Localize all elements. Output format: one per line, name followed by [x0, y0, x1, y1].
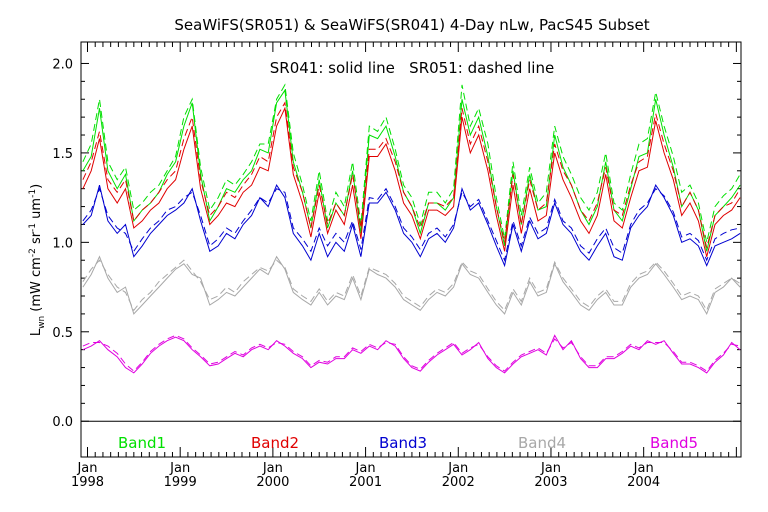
y-axis-label-sup3: -1 — [28, 189, 38, 198]
y-axis-label-rest: (mW cm — [29, 257, 44, 316]
svg-text:Lwn (mW cm-2 sr-1 um-1): Lwn (mW cm-2 sr-1 um-1) — [28, 184, 47, 336]
x-tick-label-year: 2001 — [349, 475, 382, 490]
x-tick-label-year: 2000 — [256, 475, 289, 490]
band4-dashed-line — [82, 259, 741, 312]
chart-title: SeaWiFS(SR051) & SeaWiFS(SR041) 4-Day nL… — [174, 16, 649, 34]
band2-solid-line — [82, 106, 741, 257]
x-tick-label-month: Jan — [76, 461, 97, 476]
plot-frame — [80, 41, 742, 458]
band2-dashed-line — [82, 101, 741, 248]
legend-band1: Band1 — [118, 434, 166, 452]
y-axis-label: Lwn (mW cm-2 sr-1 um-1) — [28, 184, 47, 336]
x-tick-label-month: Jan — [355, 461, 376, 476]
band3-solid-line — [82, 184, 741, 268]
y-axis-label-sup2: -1 — [28, 223, 38, 232]
legend-band4: Band4 — [518, 434, 566, 452]
y-axis-label-sub: wn — [37, 316, 47, 329]
y-axis-label-mid2: um — [29, 198, 44, 223]
x-tick-label-year: 2002 — [442, 475, 475, 490]
legend-band3: Band3 — [379, 434, 427, 452]
y-tick-label: 1.0 — [52, 236, 73, 251]
x-tick-label-month: Jan — [540, 461, 561, 476]
y-axis-label-main: L — [29, 328, 44, 336]
x-tick-label-month: Jan — [262, 461, 283, 476]
band1-dashed-line — [82, 83, 741, 243]
y-tick-label: 2.0 — [52, 57, 73, 72]
band3-dashed-line — [82, 187, 741, 262]
x-tick-label-month: Jan — [169, 461, 190, 476]
y-axis-label-sup1: -2 — [28, 248, 38, 257]
x-tick-label-month: Jan — [633, 461, 654, 476]
x-tick-label-year: 2003 — [534, 475, 567, 490]
band5-solid-line — [82, 334, 741, 374]
x-tick-label-year: 2004 — [627, 475, 660, 490]
x-tick-label-year: 1998 — [71, 475, 104, 490]
x-tick-label-month: Jan — [447, 461, 468, 476]
y-axis-label-mid: sr — [29, 231, 44, 248]
legend: Band1 Band2 Band3 Band4 Band5 — [118, 434, 698, 452]
y-axis-label-end: ) — [29, 184, 44, 189]
y-tick-label: 1.5 — [52, 147, 73, 162]
legend-band5: Band5 — [650, 434, 698, 452]
legend-band2: Band2 — [251, 434, 299, 452]
band5-dashed-line — [82, 334, 741, 372]
band1-solid-line — [82, 88, 741, 252]
band4-solid-line — [82, 255, 741, 316]
y-tick-label: 0.5 — [52, 326, 73, 341]
chart-annotation: SR041: solid line SR051: dashed line — [270, 59, 554, 77]
y-tick-label: 0.0 — [52, 415, 73, 430]
plot-area: 0.00.51.01.52.0Jan1998Jan1999Jan2000Jan2… — [52, 42, 741, 490]
x-tick-label-year: 1999 — [164, 475, 197, 490]
